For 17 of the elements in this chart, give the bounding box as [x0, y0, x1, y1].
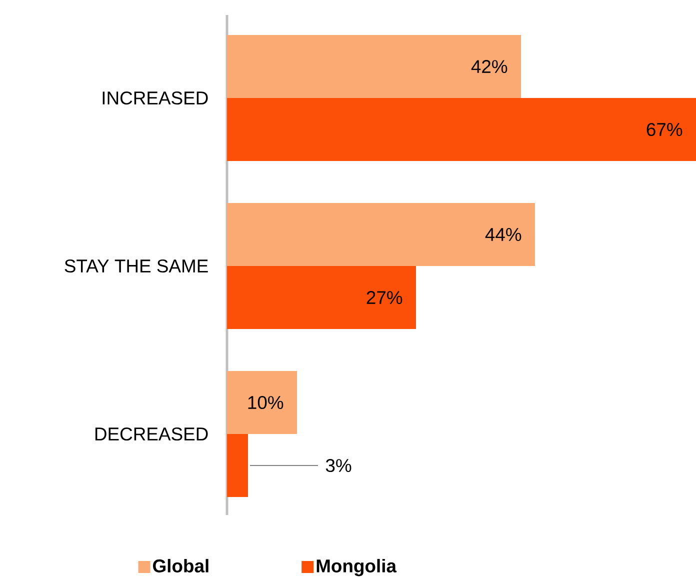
y-tick-label: INCREASED: [102, 91, 208, 105]
data-label: 67%: [646, 122, 682, 136]
data-label: 3%: [326, 458, 352, 472]
data-label: 10%: [248, 396, 284, 410]
data-label: 27%: [366, 291, 402, 304]
legend-label: Global: [153, 558, 208, 572]
y-tick-label: STAY THE SAME: [64, 259, 208, 273]
data-label: 44%: [485, 228, 522, 241]
data-label: 42%: [471, 60, 508, 73]
bar: [227, 434, 248, 498]
bar: [227, 266, 416, 330]
legend-label: Mongolia: [316, 558, 397, 576]
bar: [227, 98, 696, 162]
bar: [227, 34, 522, 98]
bar: [227, 203, 536, 266]
y-tick-label: DECREASED: [95, 427, 208, 441]
bar: [227, 371, 297, 434]
